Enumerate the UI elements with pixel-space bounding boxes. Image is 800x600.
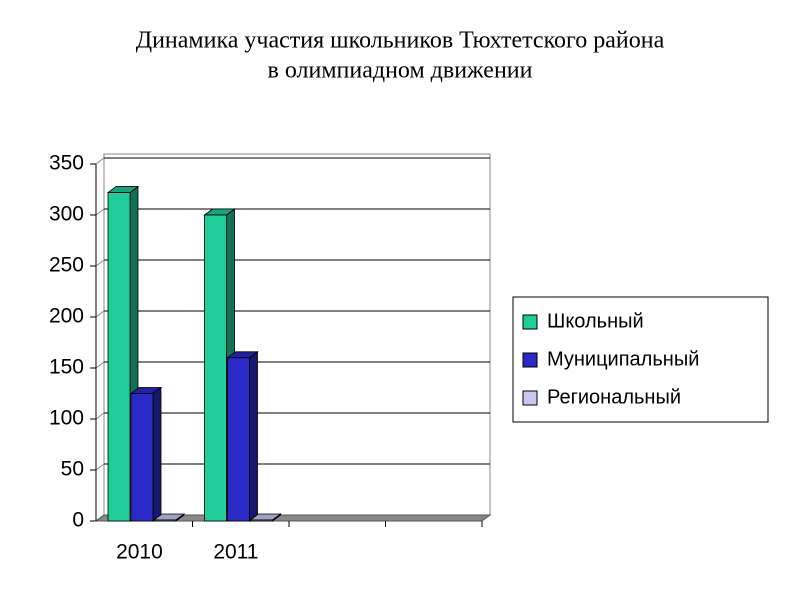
chart-title: Динамика участия школьников Тюхтетского … bbox=[136, 28, 665, 54]
plot-wall bbox=[103, 153, 491, 516]
legend-label: Региональный bbox=[547, 386, 681, 408]
y-tick-label: 0 bbox=[72, 509, 84, 532]
floor bbox=[94, 514, 492, 522]
legend-swatch bbox=[522, 314, 538, 330]
y-tick-label: 300 bbox=[49, 203, 84, 226]
x-tick-label: 2011 bbox=[213, 541, 258, 564]
x-tick-label: 2010 bbox=[116, 541, 163, 564]
bar bbox=[227, 357, 250, 522]
grid-line-side bbox=[95, 259, 105, 267]
bar-side bbox=[249, 350, 258, 522]
legend-label: Муниципальный bbox=[547, 348, 699, 370]
grid-line-side bbox=[95, 157, 105, 165]
bar bbox=[250, 519, 273, 522]
y-tick-label: 350 bbox=[49, 152, 84, 175]
grid-line-side bbox=[95, 361, 105, 369]
legend-swatch bbox=[522, 390, 538, 406]
y-tick-label: 250 bbox=[49, 254, 84, 277]
legend-box bbox=[512, 296, 769, 423]
grid-line-side bbox=[95, 463, 105, 471]
bar-side bbox=[152, 386, 162, 522]
chart-title: в олимпиадном движении bbox=[268, 58, 533, 84]
legend-label: Школьный bbox=[547, 310, 644, 332]
y-tick-label: 150 bbox=[49, 356, 84, 379]
grid-line-side bbox=[95, 412, 105, 420]
bar bbox=[153, 519, 177, 522]
y-tick-label: 100 bbox=[49, 407, 84, 430]
bar bbox=[130, 393, 154, 522]
grid-line-side bbox=[95, 208, 105, 216]
y-tick-label: 200 bbox=[49, 305, 84, 328]
y-tick-label: 50 bbox=[61, 458, 84, 481]
grid-line-side bbox=[95, 310, 105, 318]
bar bbox=[204, 214, 227, 522]
legend-swatch bbox=[522, 352, 538, 368]
bar bbox=[107, 192, 131, 522]
